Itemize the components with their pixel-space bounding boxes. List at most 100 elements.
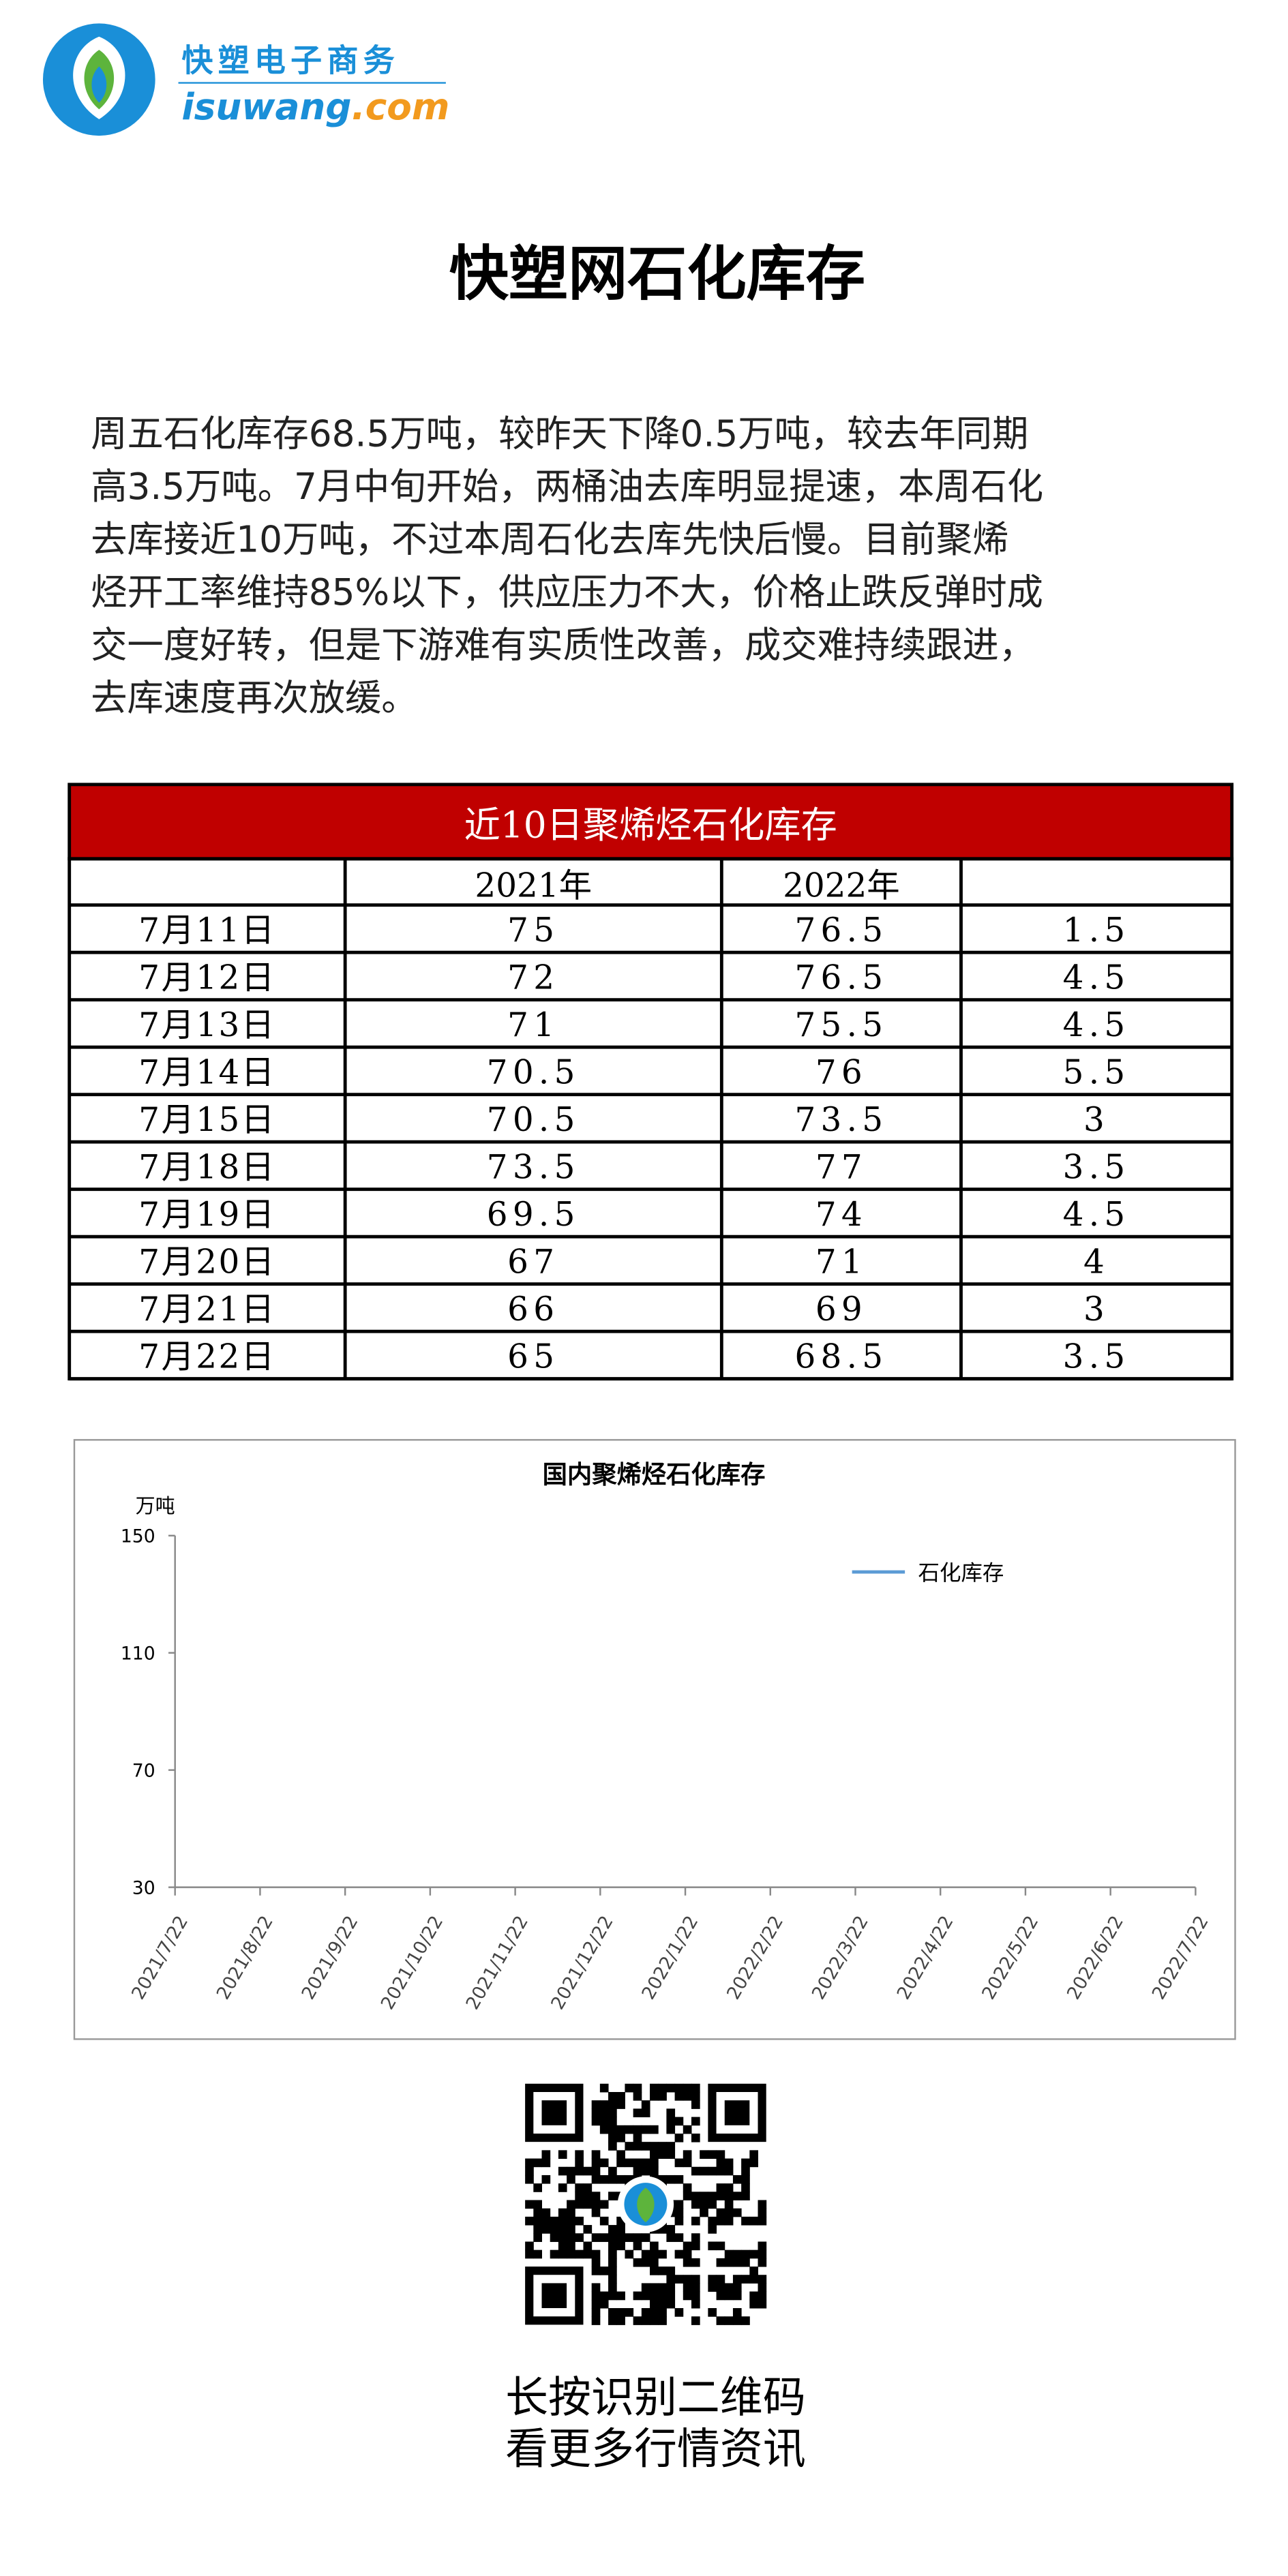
- qr-module: [691, 2299, 700, 2309]
- table-cell: 73.5: [794, 1101, 888, 1139]
- qr-module: [741, 2175, 750, 2184]
- qr-module: [683, 2241, 692, 2251]
- qr-module: [599, 2299, 609, 2309]
- qr-module: [724, 2291, 734, 2301]
- qr-module: [599, 2267, 609, 2275]
- qr-module: [567, 2249, 575, 2259]
- qr-module: [724, 2216, 734, 2226]
- qr-module: [758, 2208, 767, 2217]
- intro-line: 去库速度再次放缓。: [91, 677, 417, 719]
- qr-module: [558, 2233, 567, 2242]
- qr-module: [541, 2216, 551, 2226]
- qr-module: [608, 2225, 617, 2234]
- qr-module: [741, 2216, 750, 2226]
- qr-module: [724, 2158, 734, 2168]
- qr-module: [633, 2291, 642, 2301]
- qr-module: [608, 2241, 617, 2251]
- qr-module: [641, 2283, 650, 2292]
- qr-module: [674, 2208, 684, 2217]
- table-cell: 72: [507, 958, 559, 997]
- table-cell: 3.5: [1063, 1337, 1130, 1376]
- qr-module: [558, 2249, 567, 2259]
- table-cell: 7月19日: [138, 1196, 275, 1234]
- qr-module: [658, 2267, 667, 2275]
- qr-module: [741, 2183, 750, 2192]
- qr-module: [591, 2108, 601, 2118]
- qr-module: [691, 2117, 700, 2126]
- qr-module: [599, 2291, 609, 2301]
- y-tick-label: 110: [121, 1643, 155, 1664]
- qr-module: [641, 2166, 650, 2176]
- qr-module: [575, 2166, 584, 2176]
- qr-module: [541, 2150, 551, 2160]
- table-cell: 76.5: [794, 958, 888, 997]
- qr-module: [575, 2200, 584, 2209]
- qr-module: [650, 2166, 659, 2176]
- qr-module: [666, 2125, 676, 2134]
- qr-module: [683, 2091, 692, 2101]
- table-cell: 1.5: [1063, 911, 1130, 950]
- qr-module: [591, 2316, 601, 2325]
- qr-module: [691, 2283, 700, 2292]
- qr-module: [583, 2200, 593, 2209]
- qr-module: [749, 2150, 759, 2160]
- qr-module: [625, 2125, 634, 2134]
- qr-module: [608, 2166, 617, 2176]
- qr-module: [608, 2267, 617, 2275]
- qr-module: [749, 2291, 759, 2301]
- qr-module: [591, 2158, 601, 2168]
- qr-module: [724, 2192, 734, 2200]
- qr-module: [591, 2175, 601, 2184]
- qr-module: [749, 2249, 759, 2259]
- qr-module: [583, 2225, 593, 2234]
- qr-module: [691, 2091, 700, 2101]
- qr-logo-leaf: [637, 2187, 655, 2223]
- qr-module: [716, 2192, 725, 2200]
- qr-module: [666, 2275, 676, 2284]
- qr-finder-core: [724, 2100, 750, 2125]
- qr-module: [650, 2091, 659, 2101]
- qr-module: [650, 2142, 659, 2151]
- qr-module: [683, 2275, 692, 2284]
- qr-module: [525, 2158, 534, 2168]
- qr-module: [674, 2117, 684, 2126]
- qr-module: [541, 2158, 551, 2168]
- qr-module: [599, 2125, 609, 2134]
- qr-module: [724, 2249, 734, 2259]
- qr-module: [633, 2241, 642, 2251]
- qr-module: [599, 2083, 609, 2093]
- table-header: 2022年: [783, 867, 900, 905]
- table-cell: 70.5: [487, 1053, 580, 1091]
- table-cell: 7月13日: [138, 1006, 275, 1044]
- qr-module: [650, 2083, 659, 2093]
- qr-module: [758, 2249, 767, 2259]
- qr-module: [691, 2316, 700, 2325]
- qr-module: [591, 2249, 601, 2259]
- table-cell: 7月20日: [138, 1243, 275, 1281]
- qr-module: [608, 2125, 617, 2134]
- table-cell: 76: [815, 1053, 867, 1091]
- qr-module: [666, 2299, 676, 2309]
- qr-module: [683, 2283, 692, 2292]
- qr-module: [575, 2249, 584, 2259]
- qr-module: [599, 2233, 609, 2242]
- qr-module: [666, 2267, 676, 2275]
- qr-module: [533, 2158, 543, 2168]
- qr-module: [708, 2150, 717, 2160]
- qr-module: [732, 2308, 742, 2317]
- table-cell: 73.5: [487, 1148, 580, 1186]
- brand-main: isuwang: [181, 86, 351, 128]
- table-title: 近10日聚烯烃石化库存: [464, 804, 837, 846]
- qr-module: [700, 2192, 708, 2200]
- qr-module: [641, 2158, 650, 2168]
- qr-module: [741, 2166, 750, 2176]
- qr-module: [608, 2291, 617, 2301]
- qr-module: [666, 2083, 676, 2093]
- qr-module: [724, 2183, 734, 2192]
- qr-module: [616, 2225, 625, 2234]
- qr-module: [708, 2275, 717, 2284]
- qr-module: [633, 2258, 642, 2267]
- qr-module: [625, 2233, 634, 2242]
- qr-module: [558, 2216, 567, 2226]
